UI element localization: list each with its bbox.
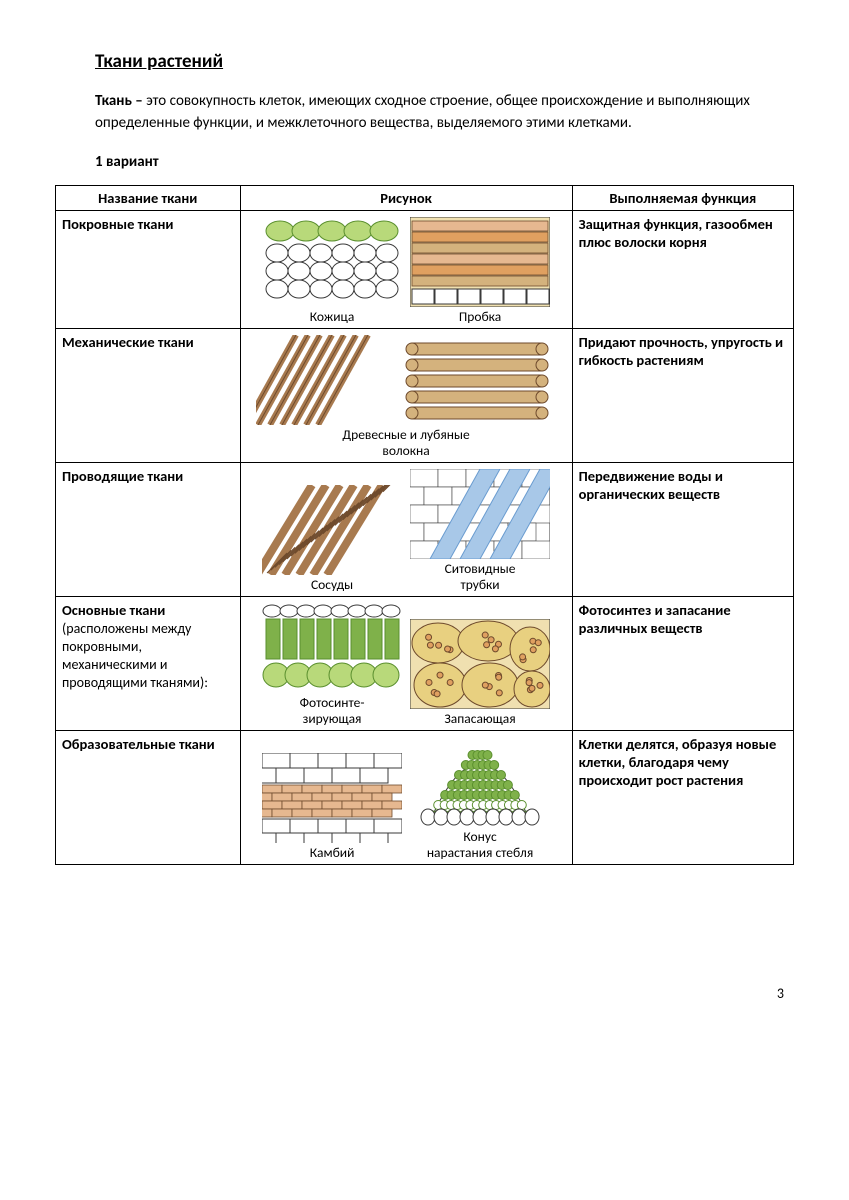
figure-cell: Сосуды Ситовидныетрубки [240,463,572,597]
tissue-name-cell: Проводящие ткани [56,463,241,597]
function-cell: Клетки делятся, образуя новые клетки, бл… [572,731,793,865]
tissue-figure: Конуснарастания стебля [410,737,550,860]
tissue-name-cell: Покровные ткани [56,210,241,329]
figure-caption: Сосуды [262,577,402,593]
definition-paragraph: Ткань – это совокупность клеток, имеющих… [95,91,794,135]
table-row: Проводящие ткани Сосуды Ситовидныетрубки Пе… [56,463,794,597]
figure-caption: Фотосинте-зирующая [262,695,402,726]
definition-term: Ткань – [95,92,146,110]
function-cell: Фотосинтез и запасание различных веществ [572,597,793,731]
page-number: 3 [55,985,794,1002]
page-title: Ткани растений [95,50,794,73]
figure-cell: Камбий Конуснарастания стебля [240,731,572,865]
table-row: Основные ткани (расположены между покров… [56,597,794,731]
function-cell: Придают прочность, упругость и гибкость … [572,329,793,463]
tissue-name-cell: Основные ткани (расположены между покров… [56,597,241,731]
tissue-figure: Пробка [410,217,550,325]
tissue-name-cell: Образовательные ткани [56,731,241,865]
col-header: Название ткани [56,185,241,210]
figure-caption: Кожица [262,309,402,325]
tissue-name: Основные ткани [62,601,165,619]
figure-caption: Конуснарастания стебля [410,829,550,860]
tissue-figure: Камбий [262,753,402,861]
tissue-subtext: (расположены между покровными, механичес… [62,620,208,691]
figure-caption: Камбий [262,845,402,861]
tissue-figure: Сосуды [262,485,402,593]
figure-caption: Пробка [410,309,550,325]
tissue-name: Проводящие ткани [62,467,183,485]
figure-cell: Древесные и лубяныеволокна [240,329,572,463]
col-header: Рисунок [240,185,572,210]
function-cell: Защитная функция, газообмен плюс волоски… [572,210,793,329]
tissue-figure: Фотосинте-зирующая [262,603,402,726]
figure-caption: Древесные и лубяныеволокна [256,427,556,458]
definition-text: это совокупность клеток, имеющих сходное… [95,92,750,132]
tissue-figure: Древесные и лубяныеволокна [256,335,556,458]
table-row: Образовательные ткани Камбий Конуснарастан… [56,731,794,865]
variant-heading: 1 вариант [95,153,794,171]
tissue-figure: Ситовидныетрубки [410,469,550,592]
tissue-table: Название ткани Рисунок Выполняемая функц… [55,185,794,866]
figure-caption: Ситовидныетрубки [410,561,550,592]
figure-cell: Кожица Пробка [240,210,572,329]
tissue-figure: Запасающая [410,619,550,727]
figure-cell: Фотосинте-зирующая Запасающая [240,597,572,731]
tissue-name: Покровные ткани [62,215,173,233]
tissue-name-cell: Механические ткани [56,329,241,463]
table-row: Покровные ткани Кожица Пробка Защитная функ… [56,210,794,329]
tissue-name: Механические ткани [62,333,194,351]
col-header: Выполняемая функция [572,185,793,210]
figure-caption: Запасающая [410,711,550,727]
tissue-figure: Кожица [262,217,402,325]
table-row: Механические ткани Древесные и лубяныевол… [56,329,794,463]
tissue-name: Образовательные ткани [62,735,215,753]
function-cell: Передвижение воды иорганических веществ [572,463,793,597]
